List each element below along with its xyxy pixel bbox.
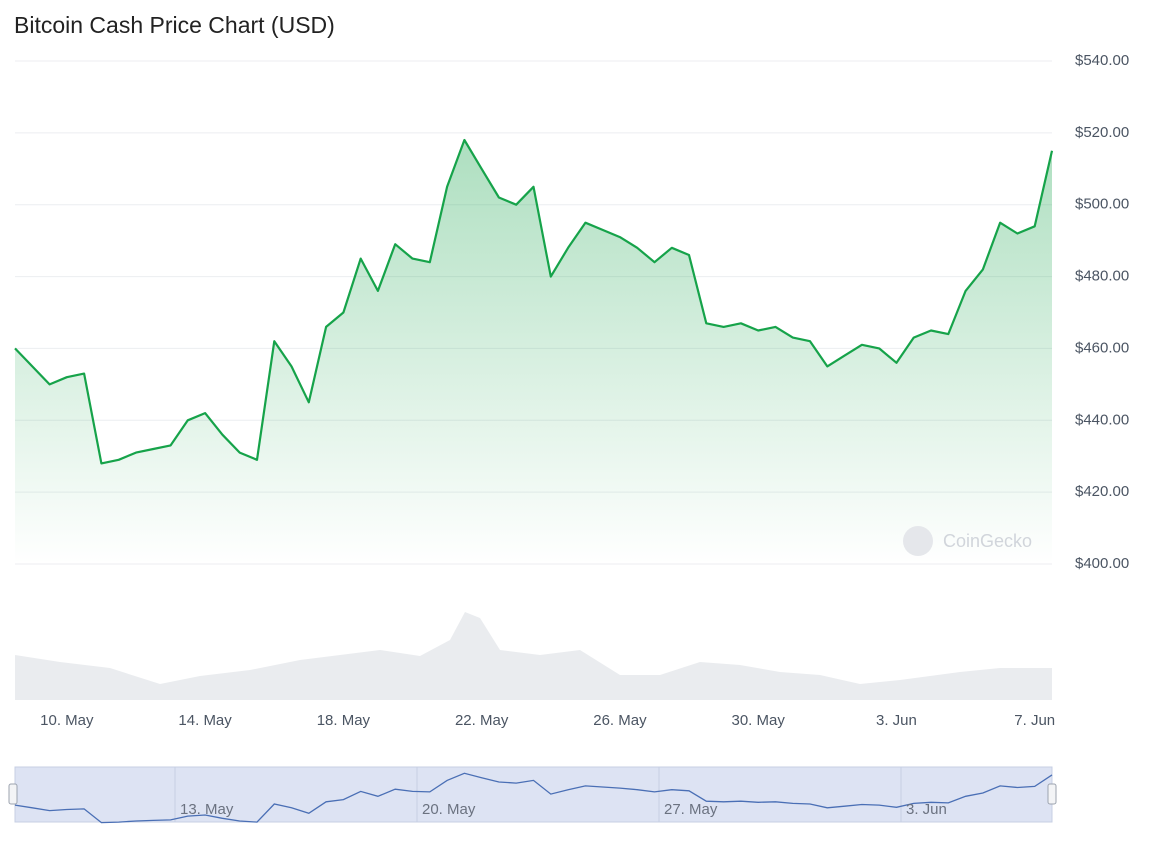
x-tick-label: 3. Jun <box>876 712 917 729</box>
price-line <box>14 138 1054 465</box>
x-tick-label: 30. May <box>732 712 786 729</box>
navigator-handle[interactable] <box>8 783 18 805</box>
watermark: CoinGecko <box>943 531 1032 551</box>
navigator-label: 20. May <box>422 801 476 818</box>
navigator-line <box>14 772 1053 824</box>
y-tick-label: $440.00 <box>1075 411 1129 428</box>
navigator-handle[interactable] <box>1047 783 1057 805</box>
y-tick-label: $480.00 <box>1075 268 1129 285</box>
x-tick-label: 10. May <box>40 712 94 729</box>
navigator-label: 13. May <box>180 801 234 818</box>
price-area <box>15 140 1052 564</box>
y-tick-label: $540.00 <box>1075 52 1129 69</box>
x-tick-label: 7. Jun <box>1014 712 1055 729</box>
y-tick-label: $400.00 <box>1075 555 1129 572</box>
y-tick-label: $500.00 <box>1075 196 1129 213</box>
volume-area <box>15 612 1052 700</box>
chart-title: Bitcoin Cash Price Chart (USD) <box>14 12 335 38</box>
x-tick-label: 14. May <box>178 712 232 729</box>
y-tick-label: $520.00 <box>1075 124 1129 141</box>
x-tick-label: 22. May <box>455 712 509 729</box>
y-tick-label: $460.00 <box>1075 339 1129 356</box>
y-tick-label: $420.00 <box>1075 483 1129 500</box>
x-tick-label: 26. May <box>593 712 647 729</box>
x-tick-label: 18. May <box>317 712 371 729</box>
navigator-label: 27. May <box>664 801 718 818</box>
watermark-logo <box>903 526 933 556</box>
navigator[interactable] <box>14 766 1053 823</box>
navigator-label: 3. Jun <box>906 801 947 818</box>
